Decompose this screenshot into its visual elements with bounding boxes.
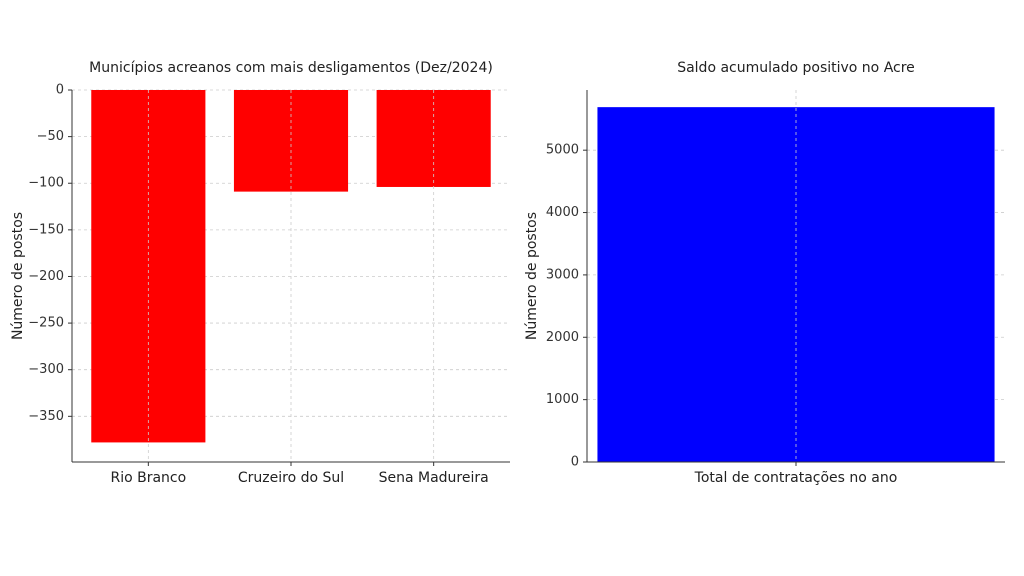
y-tick-label: −150 xyxy=(28,222,64,237)
y-tick-label: 3000 xyxy=(546,267,579,282)
y-tick-label: −200 xyxy=(28,269,64,284)
y-axis-label: Número de postos xyxy=(10,212,26,340)
y-tick-label: −250 xyxy=(28,316,64,331)
chart-title: Municípios acreanos com mais desligament… xyxy=(89,60,493,76)
x-tick-label: Sena Madureira xyxy=(379,470,489,486)
x-tick-label: Rio Branco xyxy=(110,470,186,486)
y-tick-label: −50 xyxy=(37,129,64,144)
y-tick-label: 4000 xyxy=(546,205,579,220)
x-tick-label: Cruzeiro do Sul xyxy=(238,470,344,486)
y-tick-label: 1000 xyxy=(546,392,579,407)
y-tick-label: 2000 xyxy=(546,330,579,345)
x-tick-label: Total de contratações no ano xyxy=(694,470,898,486)
y-tick-label: 0 xyxy=(56,83,64,98)
y-tick-label: 5000 xyxy=(546,143,579,158)
y-tick-label: −300 xyxy=(28,362,64,377)
y-tick-label: 0 xyxy=(571,455,579,470)
y-tick-label: −100 xyxy=(28,176,64,191)
y-axis-label: Número de postos xyxy=(524,212,540,340)
y-tick-label: −350 xyxy=(28,409,64,424)
chart-title: Saldo acumulado positivo no Acre xyxy=(677,60,915,76)
